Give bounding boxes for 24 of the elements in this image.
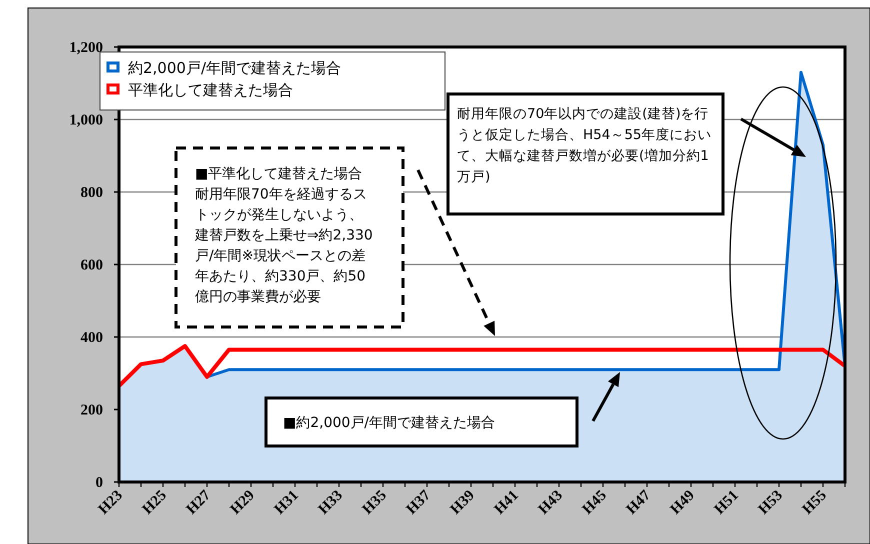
- x-tick-label: H53: [756, 488, 786, 518]
- legend-label: 平準化して建替えた場合: [128, 81, 293, 99]
- legend-label: 約2,000戸/年間で建替えた場合: [128, 59, 341, 77]
- annotation: 耐用年限の70年以内での建設(建替)を行うと仮定した場合、H54～55年度において、大幅な建替戸数増が必要(増加分約1万戸): [457, 106, 712, 185]
- x-tick-label: H31: [272, 488, 302, 518]
- x-tick-label: H43: [536, 488, 566, 518]
- annotation: ■約2,000戸/年間で建替えた場合: [283, 415, 496, 431]
- x-tick-label: H51: [712, 488, 742, 518]
- y-tick-label: 800: [80, 185, 103, 201]
- x-tick-label: H55: [800, 488, 830, 518]
- y-tick-label: 200: [80, 402, 103, 418]
- x-tick-label: H33: [316, 488, 346, 518]
- x-tick-label: H39: [448, 488, 478, 518]
- x-tick-label: H35: [360, 488, 390, 518]
- x-tick-label: H25: [140, 488, 170, 518]
- y-tick-label: 400: [80, 330, 103, 346]
- x-tick-label: H49: [668, 488, 698, 518]
- y-tick-label: 1,000: [69, 112, 103, 128]
- annotation: ■平準化して建替えた場合耐用年限70年を経過するストックが発生しないよう、建替戸数を上乗せ⇒約2,330戸/年間※現状ペースとの差年あたり、約330戸、約50億円の事業費が必要: [194, 166, 373, 305]
- x-tick-label: H41: [492, 488, 522, 518]
- y-tick-label: 600: [80, 258, 103, 274]
- x-tick-label: H45: [580, 488, 610, 518]
- y-tick-label: 1,200: [69, 40, 103, 56]
- x-tick-label: H29: [228, 488, 258, 518]
